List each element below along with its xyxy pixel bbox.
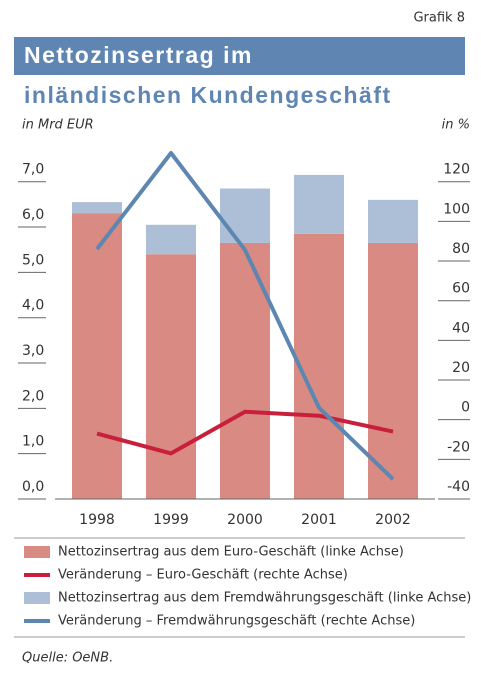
bar: [294, 174, 344, 234]
chart-title: Nettozinsertrag im: [24, 42, 253, 68]
legend-label: Veränderung – Fremdwährungsgeschäft (rec…: [58, 614, 415, 629]
legend-swatch: [24, 546, 50, 558]
y2-tick-label: 120: [443, 162, 470, 178]
y-tick-label: 5,0: [22, 252, 44, 268]
y-tick-label: 3,0: [22, 343, 44, 359]
bar: [72, 213, 122, 500]
y-tick-label: 4,0: [22, 298, 44, 314]
legend-label: Nettozinsertrag aus dem Fremdwährungsges…: [58, 591, 471, 606]
bar: [146, 224, 196, 255]
legend-label: Veränderung – Euro-Geschäft (rechte Achs…: [58, 568, 348, 583]
legend-swatch: [24, 592, 50, 604]
y2-tick-label: 20: [452, 360, 470, 376]
line: [96, 409, 394, 456]
y2-tick-label: 100: [443, 201, 470, 217]
x-tick-label: 1999: [153, 512, 189, 528]
y2-tick-label: 80: [452, 241, 470, 257]
y-tick-label: 1,0: [22, 434, 44, 450]
bar: [220, 188, 270, 243]
y2-tick-label: 40: [452, 320, 470, 336]
x-tick-label: 1998: [79, 512, 115, 528]
bar: [72, 202, 122, 214]
y-tick-label: 2,0: [22, 388, 44, 404]
title-band: [14, 37, 465, 75]
y2-tick-label: 60: [452, 281, 470, 297]
y2-tick-label: -20: [447, 439, 470, 455]
x-tick-label: 2000: [227, 512, 263, 528]
bar: [220, 242, 270, 499]
y2-tick-label: 0: [461, 400, 470, 416]
y-tick-label: 0,0: [22, 479, 44, 495]
bar: [368, 199, 418, 243]
y2-tick-label: -40: [447, 479, 470, 495]
y2-axis-label: in %: [442, 118, 470, 133]
source: Quelle: OeNB.: [22, 651, 113, 666]
x-tick-label: 2002: [375, 512, 411, 528]
bar: [368, 242, 418, 499]
y-tick-label: 6,0: [22, 207, 44, 223]
chart-subtitle: inländischen Kundengeschäft: [24, 82, 392, 108]
x-tick-label: 2001: [301, 512, 337, 528]
figure-label: Grafik 8: [413, 11, 465, 26]
bar: [146, 254, 196, 499]
legend-label: Nettozinsertrag aus dem Euro-Geschäft (l…: [58, 545, 404, 560]
y-tick-label: 7,0: [22, 162, 44, 178]
bar: [294, 233, 344, 499]
line: [95, 150, 395, 481]
y-axis-label: in Mrd EUR: [22, 118, 94, 133]
